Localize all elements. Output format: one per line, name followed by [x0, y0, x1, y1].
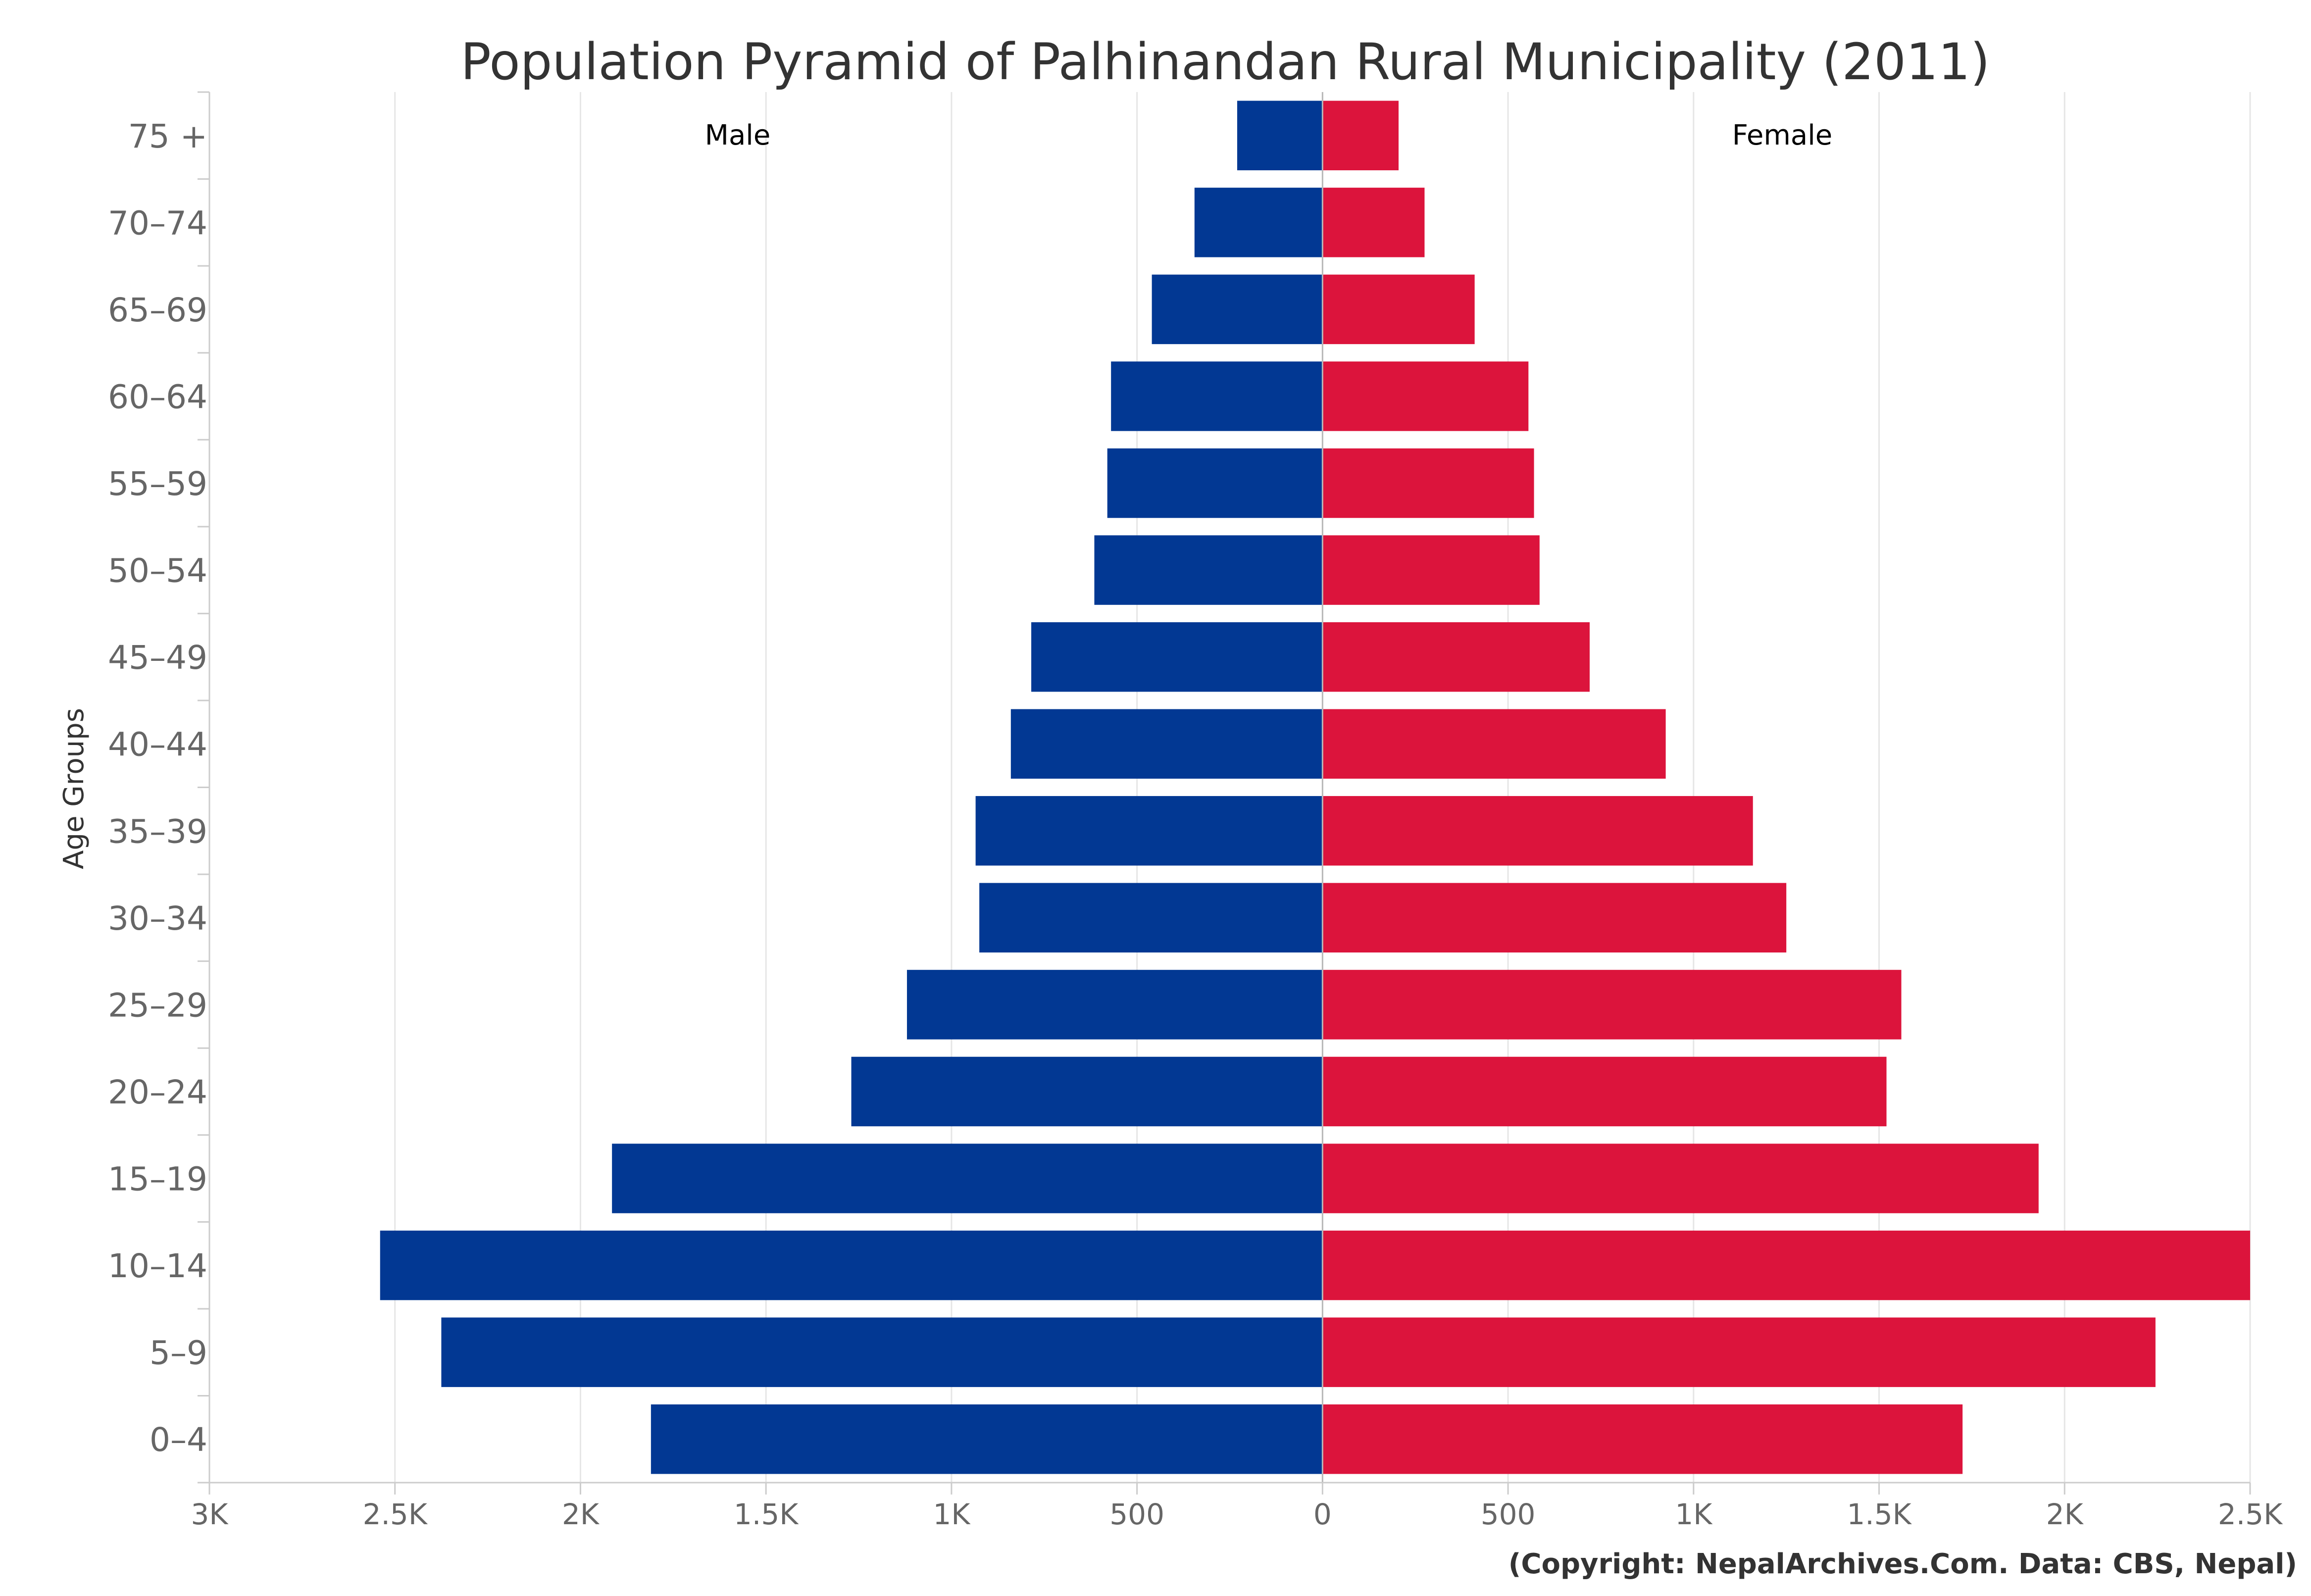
bar-female	[1322, 100, 1399, 171]
x-tick-label: 3K	[191, 1497, 229, 1531]
credit-text: (Copyright: NepalArchives.Com. Data: CBS…	[1508, 1548, 2297, 1580]
y-tick-labels: 0–4 5–9 10–14 15–19 20–24 25–29 30–34 35–39 40–4…	[108, 117, 207, 1459]
bar-male	[975, 796, 1323, 866]
bar-male	[1111, 361, 1323, 431]
bar-female	[1322, 883, 1787, 953]
bar-female	[1322, 709, 1666, 779]
bar-male	[1031, 622, 1323, 692]
y-tick-label: 30–34	[108, 899, 207, 938]
bar-male	[1107, 448, 1323, 518]
bar-female	[1322, 622, 1590, 692]
x-tick-label: 1.5K	[734, 1497, 799, 1531]
y-tick-label: 40–44	[108, 726, 207, 764]
bar-female	[1322, 1056, 1887, 1127]
x-tick-label: 500	[1481, 1497, 1536, 1531]
x-tick-label: 500	[1109, 1497, 1164, 1531]
bar-male	[1194, 188, 1323, 257]
x-tick-label: 1K	[933, 1497, 971, 1531]
bar-male	[1152, 274, 1323, 345]
bar-female	[1322, 796, 1753, 866]
y-tick-label: 0–4	[150, 1421, 207, 1459]
axes	[198, 91, 2251, 1495]
y-axis-title: Age Groups	[58, 708, 90, 869]
bar-female	[1322, 1404, 1963, 1474]
bar-male	[380, 1230, 1323, 1300]
y-tick-label: 55–59	[108, 465, 207, 503]
y-tick-label: 20–24	[108, 1073, 207, 1111]
y-tick-label: 45–49	[108, 639, 207, 677]
bar-male	[906, 970, 1323, 1040]
y-tick-label: 15–19	[108, 1160, 207, 1198]
x-tick-label: 1.5K	[1847, 1497, 1912, 1531]
x-tick-label: 2K	[562, 1497, 600, 1531]
series-label-female: Female	[1732, 119, 1832, 151]
x-tick-label: 0	[1313, 1497, 1332, 1531]
y-tick-label: 60–64	[108, 378, 207, 416]
y-tick-label: 75 +	[128, 117, 207, 155]
bar-male	[1094, 535, 1323, 605]
y-tick-label: 25–29	[108, 986, 207, 1024]
bar-female	[1322, 970, 1902, 1040]
x-tick-label: 2K	[2046, 1497, 2084, 1531]
y-tick-label: 65–69	[108, 291, 207, 329]
y-tick-label: 70–74	[108, 204, 207, 242]
bar-female	[1322, 1230, 2250, 1300]
bar-female	[1322, 274, 1475, 345]
bar-female	[1322, 188, 1425, 257]
bar-male	[851, 1056, 1323, 1127]
bar-male	[1237, 100, 1323, 171]
chart-title: Population Pyramid of Palhinandan Rural …	[460, 33, 1990, 92]
bar-male	[441, 1317, 1323, 1387]
y-tick-label: 50–54	[108, 552, 207, 590]
y-tick-label: 10–14	[108, 1247, 207, 1285]
x-tick-labels: 3K 2.5K 2K 1.5K 1K 500 0 500 1K 1.5K 2K 2.5K	[191, 1497, 2284, 1531]
y-tick-label: 35–39	[108, 812, 207, 850]
x-tick-label: 1K	[1675, 1497, 1713, 1531]
series-label-male: Male	[705, 119, 771, 151]
bar-female	[1322, 535, 1540, 605]
bars	[380, 100, 2250, 1474]
bar-male	[979, 883, 1323, 953]
bar-male	[612, 1144, 1323, 1213]
x-tick-label: 2.5K	[363, 1497, 428, 1531]
bar-female	[1322, 448, 1534, 518]
bar-female	[1322, 1317, 2156, 1387]
y-tick-label: 5–9	[150, 1334, 207, 1372]
x-tick-label: 2.5K	[2218, 1497, 2283, 1531]
bar-female	[1322, 1144, 2039, 1213]
bar-male	[651, 1404, 1323, 1474]
bar-male	[1010, 709, 1323, 779]
bar-female	[1322, 361, 1529, 431]
